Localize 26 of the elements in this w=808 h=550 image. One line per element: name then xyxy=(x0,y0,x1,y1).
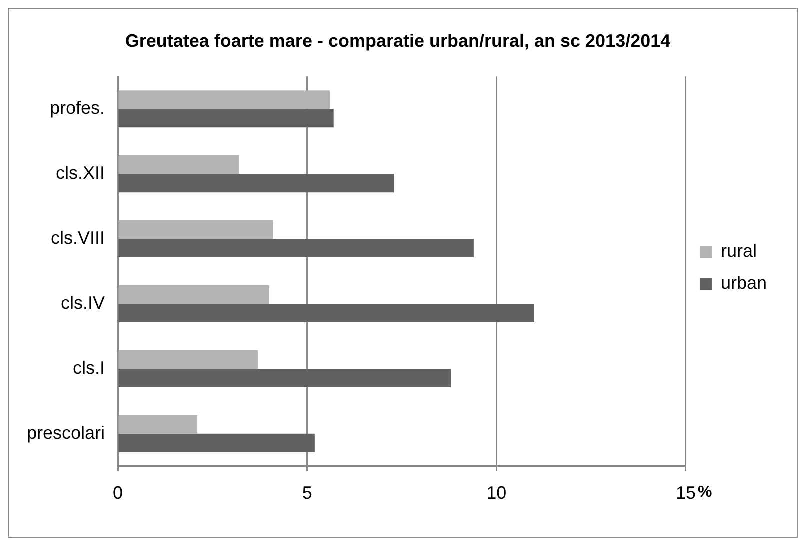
bar xyxy=(118,415,198,434)
y-tick-label: cls.VIII xyxy=(51,228,106,248)
x-axis-title: % xyxy=(698,484,712,501)
bar xyxy=(118,156,240,174)
x-tick-label: 10 xyxy=(486,483,507,504)
bar xyxy=(118,285,270,304)
legend-label: urban xyxy=(720,272,768,293)
y-tick-label: profes. xyxy=(50,98,106,118)
x-tick-label: 5 xyxy=(302,483,312,504)
bar xyxy=(118,304,535,322)
bar xyxy=(118,109,334,128)
bar xyxy=(118,174,394,193)
bar xyxy=(118,239,474,258)
bar xyxy=(118,434,315,452)
y-tick-label: cls.IV xyxy=(61,292,106,313)
y-tick-label: cls.I xyxy=(73,358,106,378)
x-tick-label: 15 xyxy=(676,483,696,504)
chart-title: Greutatea foarte mare - comparatie urban/rural, an sc 2013/2014 xyxy=(125,30,671,51)
y-tick-label: cls.XII xyxy=(56,163,106,184)
legend-label: rural xyxy=(720,240,757,261)
y-tick-label: prescolari xyxy=(27,422,106,443)
x-tick-label: 0 xyxy=(113,483,124,504)
bar xyxy=(118,368,452,388)
bar xyxy=(118,90,330,110)
bar xyxy=(118,350,258,369)
bar xyxy=(118,220,274,240)
